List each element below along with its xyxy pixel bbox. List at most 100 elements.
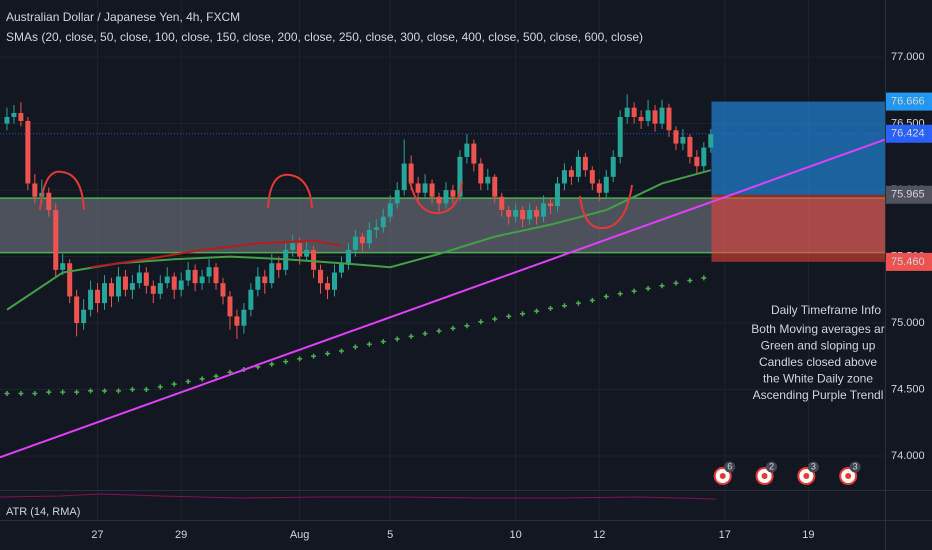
candle-body <box>11 112 17 117</box>
x-tick-label: 10 <box>510 529 522 541</box>
note-title: Daily Timeframe Info <box>771 303 881 317</box>
candle-body <box>380 216 386 228</box>
candle-body <box>115 276 121 297</box>
candle-body <box>178 280 184 290</box>
sma-cross <box>157 384 163 390</box>
candle-body <box>18 112 24 121</box>
sma-cross <box>46 389 52 395</box>
atr-line <box>0 493 717 500</box>
candle-body <box>255 276 261 290</box>
y-tick-label: 74.000 <box>891 450 925 462</box>
candle-body <box>554 183 560 207</box>
candle-body <box>464 143 470 157</box>
candle-body <box>269 263 275 284</box>
event-dot <box>719 473 726 479</box>
candle-body <box>666 107 672 131</box>
sma-cross <box>645 285 651 291</box>
candle-body <box>415 183 421 193</box>
candle-body <box>276 263 282 270</box>
candle-body <box>213 267 219 284</box>
candle-body <box>610 156 616 177</box>
event-badge <box>849 461 861 473</box>
event-badge <box>766 461 778 473</box>
x-tick-label: 17 <box>719 529 731 541</box>
sma-cross <box>311 353 317 359</box>
candle-body <box>108 283 114 297</box>
sma-cross <box>436 328 442 334</box>
sma-cross <box>701 275 707 281</box>
candle-body <box>478 163 484 184</box>
candle-body <box>206 267 212 277</box>
sma-cross <box>102 388 108 394</box>
candle-body <box>429 183 435 197</box>
candle-body <box>359 236 365 244</box>
candle-body <box>527 210 533 220</box>
sma-cross <box>589 297 595 303</box>
candle-body <box>541 203 547 217</box>
target-label: 76.666 <box>891 95 925 107</box>
candle-body <box>568 170 574 177</box>
event-dot <box>845 473 852 479</box>
sma-cross <box>603 293 609 299</box>
event-count: 3 <box>811 461 816 471</box>
event-badge <box>807 461 819 473</box>
candle-body <box>88 289 94 310</box>
sma-cross <box>338 348 344 354</box>
sma-cross <box>269 361 275 367</box>
candle-body <box>471 143 477 164</box>
candle-body <box>297 243 303 257</box>
main-pane <box>0 94 885 459</box>
candle-body <box>241 309 247 326</box>
y-tick-label: 76.500 <box>891 118 925 130</box>
candle-body <box>492 176 498 197</box>
candle-body <box>81 309 87 324</box>
candle-body <box>304 249 310 257</box>
sma-cross <box>534 308 540 314</box>
sma-cross <box>506 313 512 319</box>
candle-body <box>673 130 679 144</box>
sma-cross <box>74 389 80 395</box>
candle-body <box>436 196 442 204</box>
sma-cross <box>673 280 679 286</box>
arc <box>267 173 313 209</box>
event-count: 2 <box>769 461 774 471</box>
candle-body <box>129 283 135 290</box>
position-stop <box>711 194 885 262</box>
candle-body <box>318 269 324 284</box>
entry-label: 75.965 <box>891 189 925 201</box>
y-tick-label: 77.000 <box>891 51 925 63</box>
stop-label-bg <box>886 252 932 271</box>
last-price-label: 76.424 <box>891 128 925 140</box>
sma-cross <box>283 359 289 365</box>
sma-cross <box>548 305 554 311</box>
candle-body <box>25 120 31 184</box>
candle-body <box>422 183 428 193</box>
sma-cross <box>171 381 177 387</box>
sma-cross <box>561 303 567 309</box>
x-tick-label: 19 <box>802 529 814 541</box>
sma-cross <box>115 388 121 394</box>
x-tick-label: 12 <box>593 529 605 541</box>
sma-cross <box>394 336 400 342</box>
candle-body <box>450 190 456 197</box>
candle-body <box>589 170 595 184</box>
candle-body <box>67 263 73 297</box>
sma-legend: SMAs (20, close, 50, close, 100, close, … <box>6 30 643 44</box>
sma-cross <box>88 388 94 394</box>
candle-body <box>645 110 651 121</box>
sma-line <box>90 239 342 269</box>
event-badge <box>724 461 736 473</box>
candle-body <box>46 192 52 211</box>
sma-cross <box>143 387 149 393</box>
sma-cross <box>32 390 38 396</box>
note-line: Ascending Purple Trendl <box>753 388 884 402</box>
sma-cross <box>659 283 665 289</box>
sma-cross <box>352 344 358 350</box>
candle-body <box>708 134 714 148</box>
candle-body <box>227 296 233 317</box>
candle-body <box>352 236 358 250</box>
arc <box>579 184 633 230</box>
sma-cross <box>213 373 219 379</box>
